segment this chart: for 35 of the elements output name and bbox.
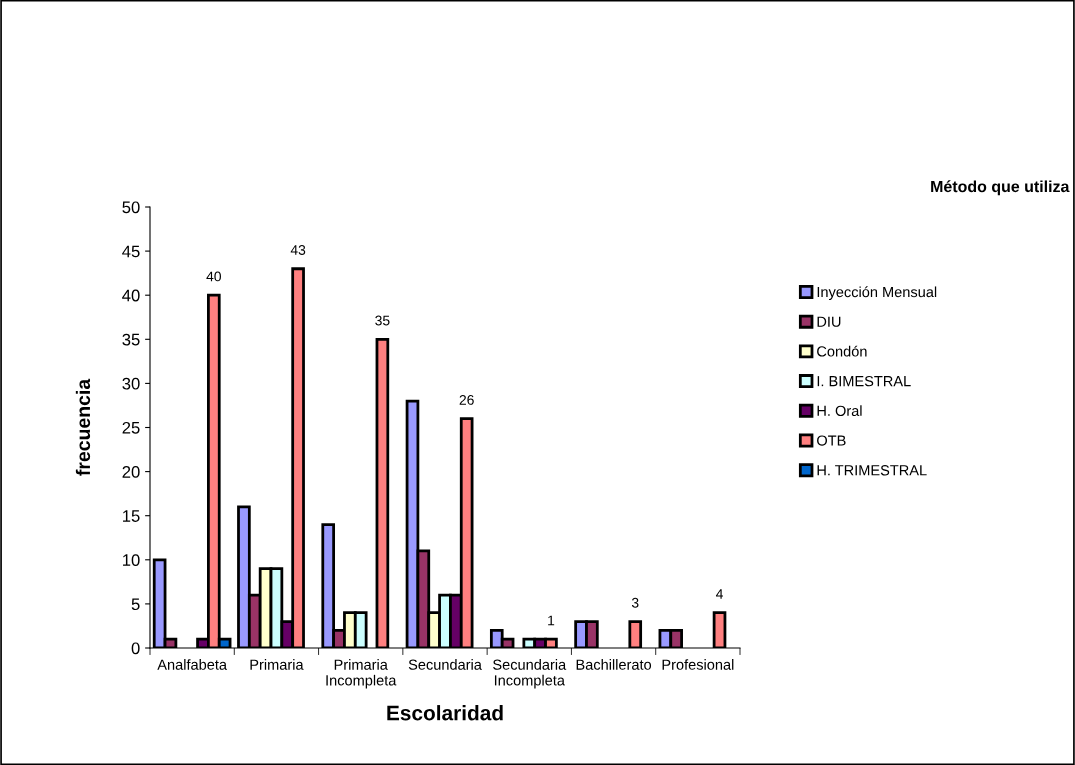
data-label: 4 [715, 589, 723, 599]
y-tick-label: 35 [122, 333, 140, 346]
y-axis-title: frecuencia [75, 378, 91, 476]
x-tick-label: Secundaria [408, 659, 482, 670]
legend-label: Inyección Mensual [817, 286, 937, 301]
data-label: 3 [631, 597, 639, 608]
x-axis-title: Escolaridad [387, 705, 503, 721]
y-tick-label: 40 [122, 289, 140, 302]
data-label: 35 [375, 315, 390, 326]
y-tick-label: 45 [122, 245, 140, 258]
y-tick-label: 0 [131, 642, 140, 655]
y-tick-label: 20 [122, 466, 140, 478]
y-tick-label: 5 [131, 598, 140, 611]
x-tick-label: Bachillerato [576, 659, 652, 670]
y-tick-label: 30 [122, 377, 140, 390]
legend-label: DIU [817, 316, 841, 327]
legend-label: OTB [817, 435, 846, 446]
x-tick-label: Analfabeta [157, 659, 228, 670]
x-tick-label: Secundaria Incompleta [493, 659, 567, 689]
data-label: 43 [290, 245, 306, 255]
legend-label: H. TRIMESTRAL [817, 465, 927, 476]
x-tick-label: Primaria Incompleta [326, 659, 397, 689]
x-tick-label: Primaria [250, 659, 304, 670]
data-label: 40 [206, 271, 221, 282]
legend-label: I. BIMESTRAL [817, 375, 911, 387]
legend-label: Condón [817, 345, 867, 357]
y-tick-label: 25 [122, 421, 140, 434]
legend-label: H. Oral [817, 405, 862, 417]
y-tick-label: 15 [123, 510, 140, 522]
y-tick-label: 50 [122, 201, 140, 214]
data-label: 26 [459, 394, 474, 405]
y-tick-label: 10 [123, 554, 140, 566]
legend-title: Método que utiliza [931, 180, 1070, 196]
x-tick-label: Profesional [662, 659, 734, 670]
data-label: 1 [548, 615, 555, 626]
